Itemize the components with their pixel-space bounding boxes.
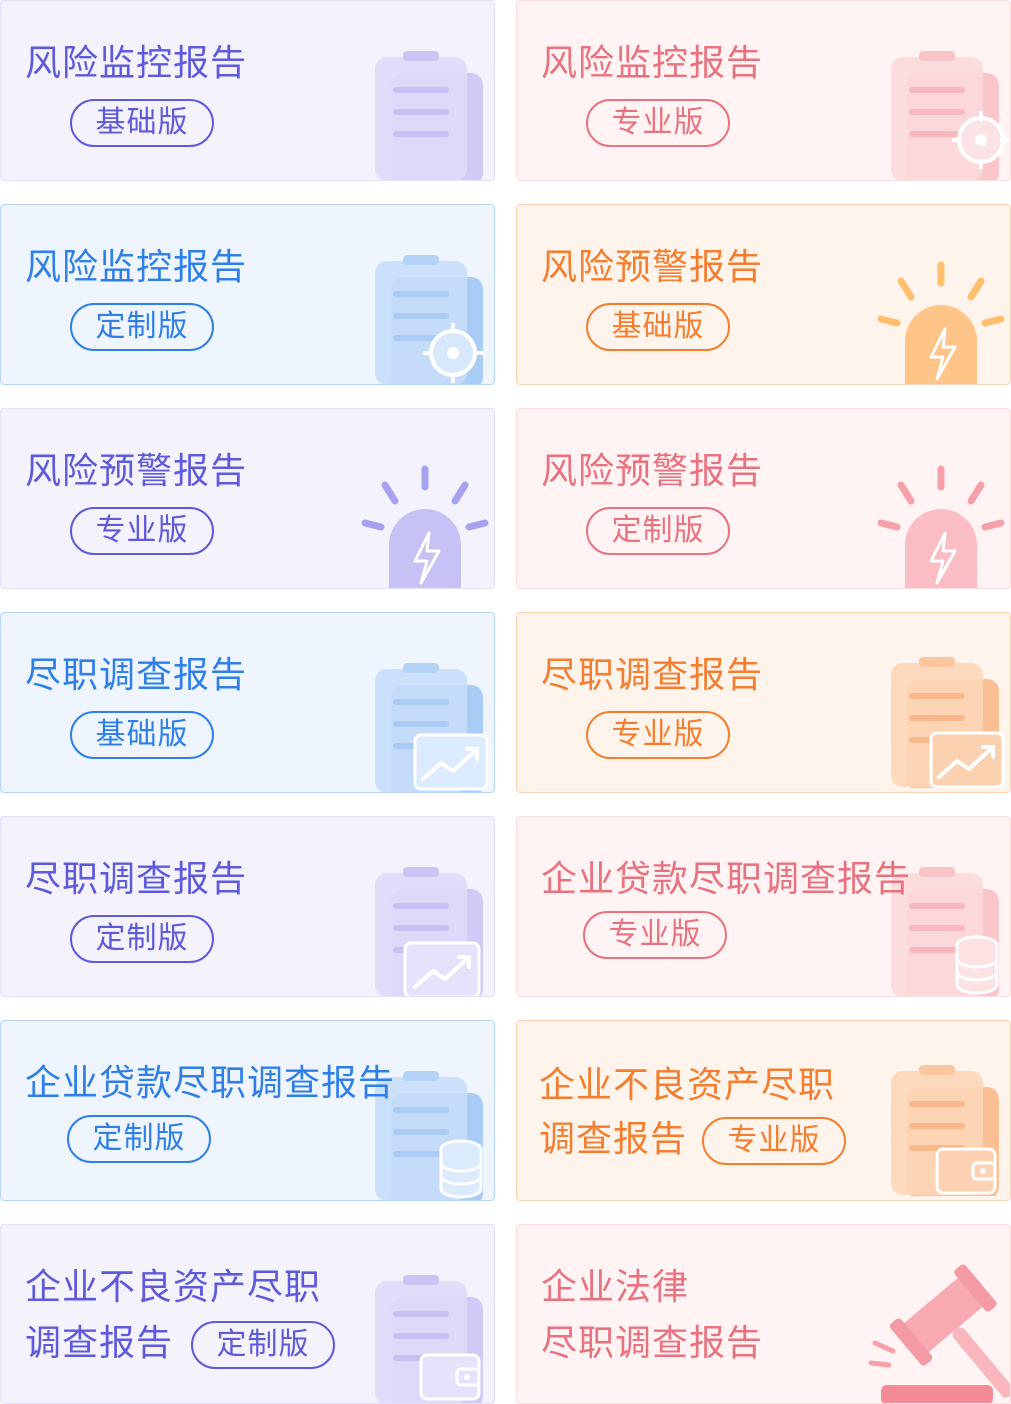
card-risk-monitor-basic[interactable]: 风险监控报告 基础版 — [0, 0, 495, 181]
edition-badge: 基础版 — [586, 303, 730, 351]
card-risk-alert-custom[interactable]: 风险预警报告 定制版 — [516, 408, 1011, 589]
clipboard-target-icon — [885, 51, 1010, 180]
edition-badge: 专业版 — [70, 507, 214, 555]
clipboard-target-icon — [369, 255, 494, 384]
card-due-diligence-basic[interactable]: 尽职调查报告 基础版 — [0, 612, 495, 793]
card-title: 企业法律 — [541, 1267, 690, 1308]
edition-badge: 定制版 — [586, 507, 730, 555]
card-loan-due-diligence-custom[interactable]: 企业贷款尽职调查报告 定制版 — [0, 1020, 495, 1201]
card-loan-due-diligence-pro[interactable]: 企业贷款尽职调查报告 专业版 — [516, 816, 1011, 997]
clipboard-wallet-icon — [885, 1065, 1010, 1200]
card-due-diligence-custom[interactable]: 尽职调查报告 定制版 — [0, 816, 495, 997]
clipboard-icon — [369, 51, 494, 180]
card-risk-monitor-pro[interactable]: 风险监控报告 专业版 — [516, 0, 1011, 181]
card-title: 尽职调查报告 — [541, 655, 764, 696]
alarm-light-icon — [875, 465, 1010, 588]
clipboard-chart-icon — [369, 867, 494, 996]
edition-badge: 专业版 — [586, 99, 730, 147]
card-npa-due-diligence-custom[interactable]: 企业不良资产尽职 调查报告 定制版 — [0, 1224, 495, 1404]
clipboard-chart-icon — [885, 657, 1010, 792]
alarm-light-icon — [875, 261, 1010, 384]
card-title-line-2: 调查报告 — [539, 1119, 688, 1160]
edition-badge: 定制版 — [67, 1115, 211, 1163]
edition-badge: 定制版 — [70, 915, 214, 963]
card-title: 风险监控报告 — [25, 43, 248, 84]
gavel-icon — [867, 1261, 1010, 1403]
card-title: 风险监控报告 — [25, 247, 248, 288]
edition-badge: 基础版 — [70, 711, 214, 759]
edition-badge: 基础版 — [70, 99, 214, 147]
card-title: 企业贷款尽职调查报告 — [25, 1063, 396, 1104]
edition-badge: 专业版 — [583, 911, 727, 959]
card-title: 风险预警报告 — [541, 451, 764, 492]
clipboard-wallet-icon — [369, 1275, 494, 1403]
clipboard-chart-icon — [369, 663, 494, 792]
edition-badge: 定制版 — [70, 303, 214, 351]
card-risk-alert-pro[interactable]: 风险预警报告 专业版 — [0, 408, 495, 589]
card-title: 风险预警报告 — [25, 451, 248, 492]
card-title: 尽职调查报告 — [25, 655, 248, 696]
card-due-diligence-pro[interactable]: 尽职调查报告 专业版 — [516, 612, 1011, 793]
card-risk-alert-basic[interactable]: 风险预警报告 基础版 — [516, 204, 1011, 385]
edition-badge: 定制版 — [191, 1321, 335, 1369]
card-title: 企业不良资产尽职 — [539, 1065, 836, 1106]
edition-badge: 专业版 — [702, 1117, 846, 1165]
edition-badge: 专业版 — [586, 711, 730, 759]
card-title: 企业不良资产尽职 — [25, 1267, 322, 1308]
card-title: 风险监控报告 — [541, 43, 764, 84]
card-title-line-2: 调查报告 — [25, 1323, 174, 1364]
card-npa-due-diligence-pro[interactable]: 企业不良资产尽职 调查报告 专业版 — [516, 1020, 1011, 1201]
alarm-light-icon — [359, 465, 494, 588]
card-title: 风险预警报告 — [541, 247, 764, 288]
card-title-line-2: 尽职调查报告 — [541, 1323, 764, 1364]
card-title: 企业贷款尽职调查报告 — [541, 859, 912, 900]
card-title: 尽职调查报告 — [25, 859, 248, 900]
card-risk-monitor-custom[interactable]: 风险监控报告 定制版 — [0, 204, 495, 385]
card-legal-due-diligence[interactable]: 企业法律 尽职调查报告 — [516, 1224, 1011, 1404]
